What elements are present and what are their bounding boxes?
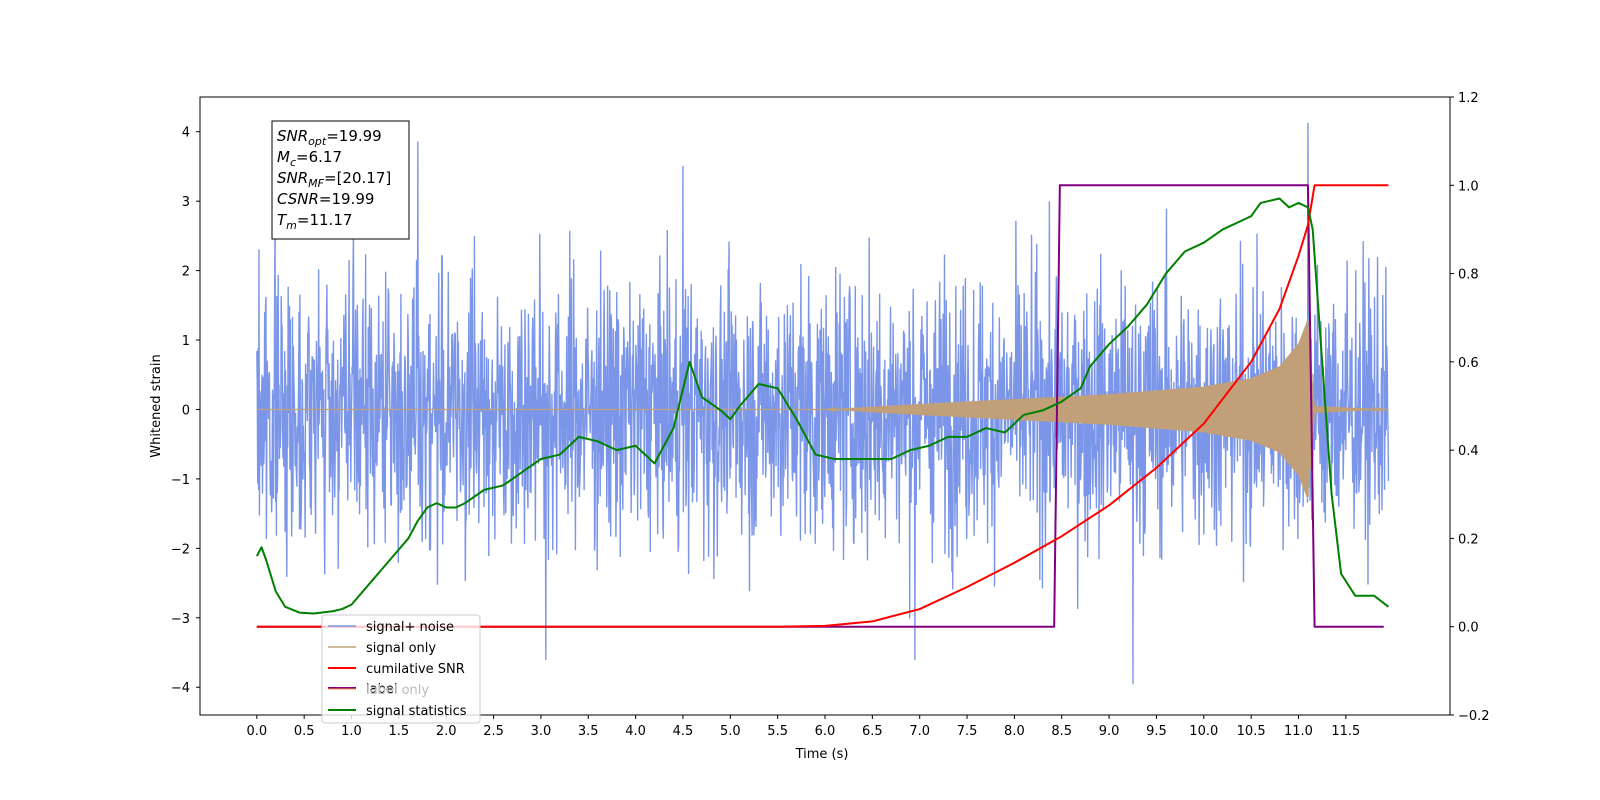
right-tick-label: −0.2 bbox=[1458, 709, 1490, 724]
x-tick-label: 10.5 bbox=[1237, 724, 1266, 739]
legend: signal+ noise signal only cumilative SNR la… bbox=[321, 614, 481, 724]
y-tick-label: 4 bbox=[182, 126, 190, 141]
annotation-value: =19.99 bbox=[326, 127, 382, 145]
x-tick-label: 11.5 bbox=[1331, 724, 1360, 739]
legend-label: label bbox=[366, 682, 397, 697]
legend-frame bbox=[321, 614, 481, 724]
right-tick-label: 0.8 bbox=[1458, 268, 1479, 283]
series-layer bbox=[255, 122, 1390, 685]
x-tick-label: 5.0 bbox=[720, 724, 741, 739]
annotation-subscript: m bbox=[286, 219, 297, 232]
right-tick-label: 0.2 bbox=[1458, 532, 1479, 547]
x-tick-label: 11.0 bbox=[1284, 724, 1313, 739]
y-tick-label: −4 bbox=[171, 681, 190, 696]
series-signal-only bbox=[256, 319, 1389, 499]
annotation-symbol: T bbox=[277, 211, 288, 229]
y-axis-ticks: −4 −3 −2 −1 0 1 2 3 4 bbox=[171, 126, 200, 696]
y-tick-label: 1 bbox=[182, 334, 190, 349]
annotation-subscript: c bbox=[290, 156, 296, 169]
x-tick-label: 6.5 bbox=[862, 724, 883, 739]
annotation-subscript: MF bbox=[308, 177, 324, 190]
annotation-symbol: SNR bbox=[277, 127, 308, 145]
legend-label: signal only bbox=[366, 641, 436, 656]
x-tick-label: 4.0 bbox=[625, 724, 646, 739]
x-tick-label: 2.5 bbox=[483, 724, 504, 739]
x-tick-label: 0.0 bbox=[246, 724, 267, 739]
x-tick-label: 3.0 bbox=[531, 724, 552, 739]
annotation-value: =6.17 bbox=[296, 148, 342, 166]
x-tick-label: 1.5 bbox=[389, 724, 410, 739]
x-tick-label: 0.5 bbox=[294, 724, 315, 739]
annotation-value: =[20.17] bbox=[324, 169, 391, 187]
right-tick-label: 0.0 bbox=[1458, 621, 1479, 636]
x-axis-label: Time (s) bbox=[795, 747, 849, 762]
annotation-symbol: CSNR bbox=[277, 190, 319, 208]
annotation-line: Tm=11.17 bbox=[277, 211, 352, 232]
y-tick-label: 3 bbox=[182, 195, 190, 210]
right-tick-label: 1.2 bbox=[1458, 91, 1479, 106]
y-tick-label: −2 bbox=[171, 542, 190, 557]
legend-label: signal+ noise bbox=[366, 620, 454, 635]
x-tick-label: 9.0 bbox=[1099, 724, 1120, 739]
y-axis-label: Whitened strain bbox=[149, 354, 164, 457]
x-tick-label: 2.0 bbox=[436, 724, 457, 739]
annotation-box: SNRopt=19.99Mc=6.17SNRMF=[20.17]CSNR=19.… bbox=[271, 120, 410, 240]
series-cumulative-snr bbox=[256, 184, 1389, 628]
right-axis-ticks: −0.2 0.0 0.2 0.4 0.6 0.8 1.0 1.2 bbox=[1450, 91, 1490, 724]
x-tick-label: 7.5 bbox=[957, 724, 978, 739]
x-tick-label: 10.0 bbox=[1189, 724, 1218, 739]
x-tick-label: 9.5 bbox=[1146, 724, 1167, 739]
series-signal-statistics bbox=[255, 197, 1390, 615]
x-tick-label: 4.5 bbox=[673, 724, 694, 739]
y-tick-label: 0 bbox=[182, 403, 190, 418]
annotation-value: =11.17 bbox=[297, 211, 353, 229]
x-axis-ticks: 0.0 0.5 1.0 1.5 2.0 2.5 3.0 3.5 4.0 4.5 5.0 5.5 6.0 6… bbox=[246, 715, 1360, 739]
series-label bbox=[256, 184, 1384, 628]
annotation-line: CSNR=19.99 bbox=[277, 190, 374, 208]
x-tick-label: 6.0 bbox=[815, 724, 836, 739]
legend-label: signal statistics bbox=[366, 704, 467, 719]
x-tick-label: 8.5 bbox=[1051, 724, 1072, 739]
x-tick-label: 5.5 bbox=[767, 724, 788, 739]
annotation-line: SNRopt=19.99 bbox=[277, 127, 382, 148]
y-tick-label: 2 bbox=[182, 265, 190, 280]
annotation-value: =19.99 bbox=[319, 190, 375, 208]
right-tick-label: 0.6 bbox=[1458, 356, 1479, 371]
x-tick-label: 7.0 bbox=[909, 724, 930, 739]
x-tick-label: 1.0 bbox=[341, 724, 362, 739]
annotation-frame bbox=[271, 120, 410, 240]
annotation-symbol: M bbox=[277, 148, 290, 166]
annotation-line: Mc=6.17 bbox=[277, 148, 342, 169]
x-tick-label: 8.0 bbox=[1004, 724, 1025, 739]
y-tick-label: −3 bbox=[171, 612, 190, 627]
legend-label: cumilative SNR bbox=[366, 662, 465, 677]
y-tick-label: −1 bbox=[171, 473, 190, 488]
right-tick-label: 1.0 bbox=[1458, 179, 1479, 194]
annotation-symbol: SNR bbox=[277, 169, 308, 187]
annotation-subscript: opt bbox=[308, 135, 327, 148]
x-tick-label: 3.5 bbox=[578, 724, 599, 739]
legend-label: label only bbox=[366, 683, 429, 698]
right-tick-label: 0.4 bbox=[1458, 444, 1479, 459]
annotation-line: SNRMF=[20.17] bbox=[277, 169, 391, 190]
series-signal-plus-noise bbox=[256, 122, 1390, 685]
